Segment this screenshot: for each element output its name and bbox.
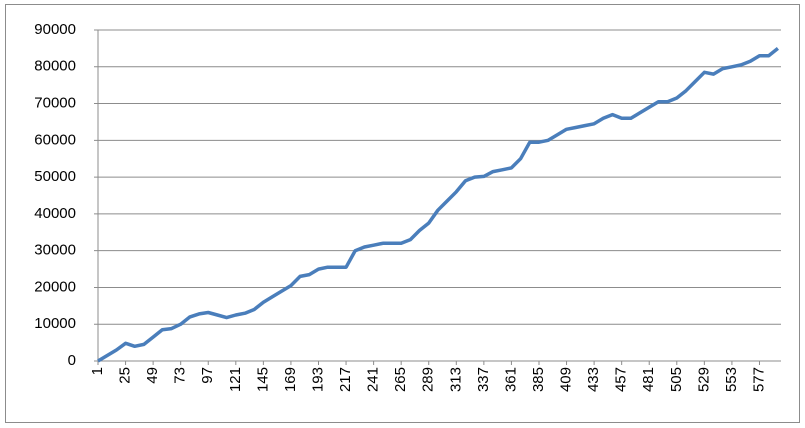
data-line [97, 47, 779, 363]
x-tick-label: 457 [613, 367, 630, 392]
x-tick-label: 97 [199, 367, 216, 384]
x-tick-label: 121 [227, 367, 244, 392]
x-tick-label: 337 [475, 367, 492, 392]
y-tick-label: 90000 [34, 21, 76, 38]
x-tick-label: 481 [640, 367, 657, 392]
x-tick-label: 505 [668, 367, 685, 392]
x-tick-label: 409 [558, 367, 575, 392]
y-tick-label: 30000 [34, 242, 76, 259]
x-tick-label: 577 [750, 367, 767, 392]
x-tick-label: 529 [695, 367, 712, 392]
y-tick-label: 80000 [34, 58, 76, 75]
x-tick-label: 313 [447, 367, 464, 392]
y-tick-label: 10000 [34, 315, 76, 332]
x-tick-label: 241 [365, 367, 382, 392]
x-tick-label: 169 [282, 367, 299, 392]
x-tick-label: 361 [502, 367, 519, 392]
x-tick-label: 193 [309, 367, 326, 392]
y-tick-label: 50000 [34, 168, 76, 185]
x-tick-label: 289 [420, 367, 437, 392]
x-tick-label: 217 [337, 367, 354, 392]
x-tick-label: 433 [585, 367, 602, 392]
x-tick-label: 73 [172, 367, 189, 384]
y-tick-label: 40000 [34, 205, 76, 222]
x-tick-label: 385 [530, 367, 547, 392]
x-tick-label: 145 [254, 367, 271, 392]
y-tick-label: 20000 [34, 278, 76, 295]
x-tick-label: 1 [89, 367, 106, 375]
x-tick-label: 49 [144, 367, 161, 384]
x-tick-label: 553 [723, 367, 740, 392]
x-tick-label: 265 [392, 367, 409, 392]
y-tick-label: 60000 [34, 131, 76, 148]
x-tick-label: 25 [117, 367, 134, 384]
y-tick-label: 0 [68, 352, 76, 369]
y-tick-label: 70000 [34, 95, 76, 112]
